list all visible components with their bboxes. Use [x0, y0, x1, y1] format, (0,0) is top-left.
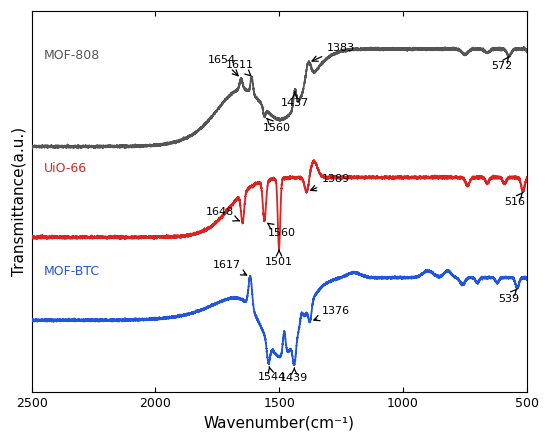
Y-axis label: Transmittance(a.u.): Transmittance(a.u.)	[11, 127, 26, 276]
Text: 572: 572	[492, 56, 513, 71]
Text: 1654: 1654	[208, 55, 238, 76]
Text: 1544: 1544	[258, 367, 286, 382]
Text: 1611: 1611	[226, 61, 254, 76]
Text: 1648: 1648	[206, 207, 239, 221]
Text: 1376: 1376	[314, 306, 350, 321]
Text: 1437: 1437	[280, 92, 309, 107]
Text: 1560: 1560	[268, 223, 296, 238]
X-axis label: Wavenumber(cm⁻¹): Wavenumber(cm⁻¹)	[204, 416, 355, 431]
Text: 1383: 1383	[312, 43, 355, 61]
Text: 1439: 1439	[280, 368, 308, 383]
Text: 516: 516	[504, 192, 525, 207]
Text: MOF-BTC: MOF-BTC	[44, 265, 100, 278]
Text: 1617: 1617	[213, 259, 246, 275]
Text: 1560: 1560	[263, 118, 291, 133]
Text: MOF-808: MOF-808	[44, 49, 100, 62]
Text: 1501: 1501	[265, 251, 293, 267]
Text: UiO-66: UiO-66	[44, 163, 87, 175]
Text: 539: 539	[498, 289, 519, 304]
Text: 1389: 1389	[311, 175, 350, 191]
